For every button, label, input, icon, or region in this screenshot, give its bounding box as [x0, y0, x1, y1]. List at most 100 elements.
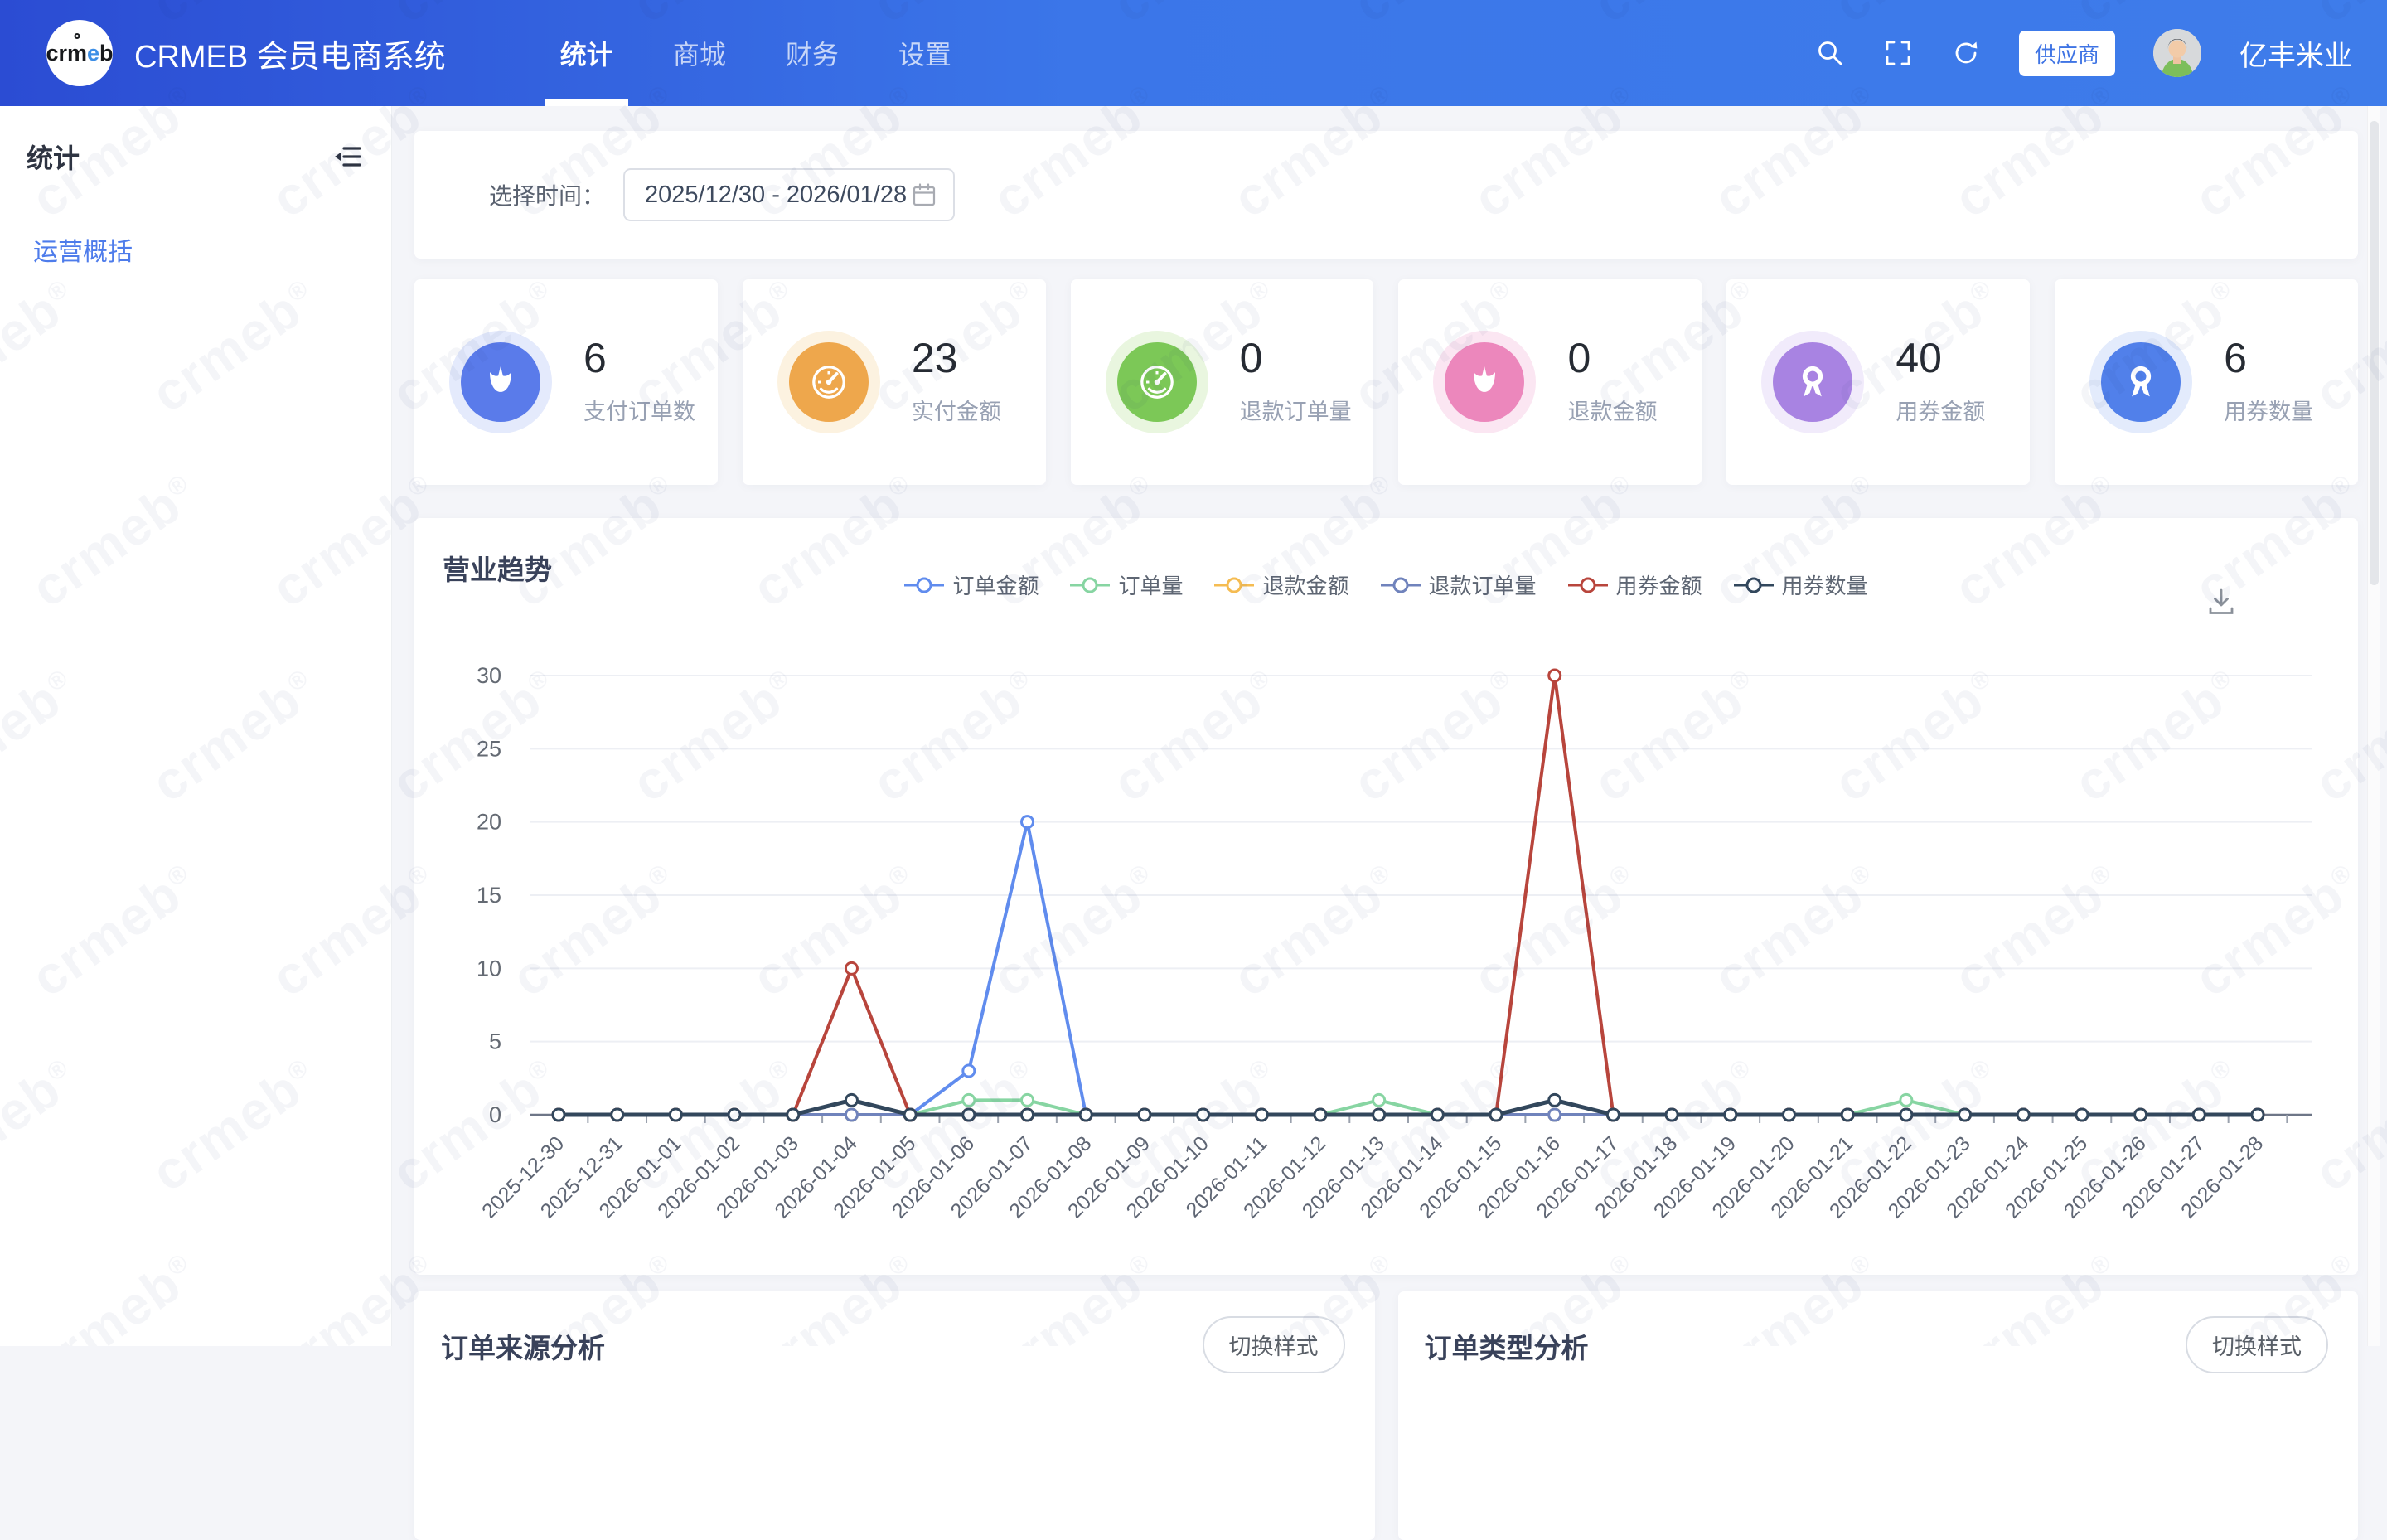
svg-text:2026-01-22: 2026-01-22: [1825, 1131, 1916, 1223]
svg-text:2026-01-20: 2026-01-20: [1707, 1131, 1799, 1223]
date-range-value: 2025/12/30 - 2026/01/28: [645, 182, 912, 209]
date-filter-label: 选择时间：: [489, 178, 605, 211]
medal-icon: [1773, 342, 1852, 422]
svg-text:2026-01-06: 2026-01-06: [888, 1131, 979, 1223]
analysis-card-订单类型分析: 订单类型分析切换样式: [1398, 1291, 2359, 1540]
svg-text:2026-01-24: 2026-01-24: [1942, 1131, 2033, 1223]
legend-item-用券金额[interactable]: 用券金额: [1568, 569, 1702, 600]
svg-text:2025-12-30: 2025-12-30: [477, 1131, 569, 1223]
header-actions: 供应商 亿丰米业: [1815, 29, 2352, 77]
svg-text:2026-01-09: 2026-01-09: [1063, 1131, 1155, 1223]
svg-text:2026-01-15: 2026-01-15: [1415, 1131, 1506, 1223]
svg-text:2026-01-03: 2026-01-03: [712, 1131, 803, 1223]
sidebar: 统计 运营概括: [0, 106, 392, 1346]
stat-value: 40: [1896, 334, 1985, 382]
date-range-input[interactable]: 2025/12/30 - 2026/01/28: [623, 168, 955, 221]
page-scrollbar[interactable]: [2367, 106, 2380, 1346]
stat-label: 支付订单数: [583, 395, 695, 430]
download-icon[interactable]: [2205, 584, 2238, 617]
svg-text:2026-01-26: 2026-01-26: [2060, 1131, 2151, 1223]
main-nav-tabs: 统计商城财务设置: [545, 0, 966, 106]
sidebar-item-运营概括[interactable]: 运营概括: [33, 231, 391, 268]
trend-line-chart: 0510152025302025-12-302025-12-312026-01-…: [414, 518, 2358, 1275]
stat-texts: 6 支付订单数: [583, 334, 695, 430]
user-avatar[interactable]: [2153, 29, 2201, 77]
legend-item-订单量[interactable]: 订单量: [1070, 569, 1183, 600]
legend-item-退款金额[interactable]: 退款金额: [1214, 569, 1348, 600]
svg-text:2026-01-08: 2026-01-08: [1005, 1131, 1096, 1223]
switch-style-button[interactable]: 切换样式: [2186, 1316, 2328, 1373]
stat-value: 6: [2224, 334, 2313, 382]
analysis-card-title: 订单来源分析: [441, 1326, 605, 1366]
analysis-cards-row: 订单来源分析 切换样式订单类型分析切换样式: [414, 1291, 2358, 1540]
legend-item-订单金额[interactable]: 订单金额: [904, 569, 1039, 600]
stat-card-用券数量: 6 用券数量: [2055, 279, 2358, 485]
svg-text:2026-01-14: 2026-01-14: [1356, 1131, 1447, 1223]
sidebar-title: 统计: [27, 138, 80, 176]
nav-tab-设置[interactable]: 设置: [884, 0, 966, 106]
svg-text:2026-01-11: 2026-01-11: [1182, 1131, 1272, 1222]
svg-text:15: 15: [477, 883, 501, 908]
calendar-icon: [912, 182, 937, 207]
gauge-icon: [789, 342, 869, 422]
svg-text:25: 25: [477, 736, 501, 761]
svg-text:2026-01-01: 2026-01-01: [594, 1131, 685, 1223]
svg-text:2025-12-31: 2025-12-31: [536, 1131, 627, 1223]
svg-text:2026-01-19: 2026-01-19: [1649, 1131, 1741, 1223]
stat-value: 0: [1567, 334, 1657, 382]
tulip-icon: [461, 342, 540, 422]
nav-tab-财务[interactable]: 财务: [771, 0, 854, 106]
current-user-name[interactable]: 亿丰米业: [2239, 33, 2352, 74]
svg-text:2026-01-17: 2026-01-17: [1532, 1131, 1623, 1223]
stat-value: 6: [583, 334, 695, 382]
scrollbar-thumb[interactable]: [2370, 121, 2379, 585]
svg-text:2026-01-25: 2026-01-25: [2001, 1131, 2092, 1223]
svg-text:2026-01-04: 2026-01-04: [770, 1131, 861, 1223]
nav-tab-统计[interactable]: 统计: [545, 0, 628, 106]
stat-label: 用券数量: [2224, 395, 2313, 430]
time-filter-card: 选择时间： 2025/12/30 - 2026/01/28: [414, 131, 2358, 259]
legend-item-用券数量[interactable]: 用券数量: [1734, 569, 1868, 600]
chart-legend: 订单金额订单量退款金额 退款订单量用券金额 用券数量: [414, 569, 2358, 600]
svg-text:2026-01-21: 2026-01-21: [1766, 1131, 1857, 1223]
stat-value: 0: [1240, 334, 1352, 382]
app-title: CRMEB 会员电商系统: [134, 31, 446, 76]
svg-text:10: 10: [477, 956, 501, 981]
stat-texts: 6 用券数量: [2224, 334, 2313, 430]
nav-tab-商城[interactable]: 商城: [658, 0, 741, 106]
analysis-card-订单来源分析: 订单来源分析 切换样式: [414, 1291, 1375, 1540]
svg-text:2026-01-13: 2026-01-13: [1298, 1131, 1389, 1223]
svg-text:2026-01-18: 2026-01-18: [1591, 1131, 1682, 1223]
refresh-icon[interactable]: [1951, 38, 1981, 68]
svg-text:2026-01-27: 2026-01-27: [2118, 1131, 2209, 1223]
svg-text:2026-01-02: 2026-01-02: [653, 1131, 744, 1223]
svg-text:2026-01-28: 2026-01-28: [2176, 1131, 2268, 1223]
svg-text:2026-01-23: 2026-01-23: [1884, 1131, 1975, 1223]
svg-text:2026-01-16: 2026-01-16: [1474, 1131, 1565, 1223]
svg-text:0: 0: [489, 1102, 501, 1127]
supplier-role-badge[interactable]: 供应商: [2019, 31, 2115, 76]
collapse-menu-icon[interactable]: [333, 142, 363, 172]
fullscreen-icon[interactable]: [1883, 38, 1913, 68]
gauge-icon: [1117, 342, 1197, 422]
stat-card-支付订单数: 6 支付订单数: [414, 279, 718, 485]
switch-style-button[interactable]: 切换样式: [1203, 1316, 1345, 1373]
svg-text:2026-01-12: 2026-01-12: [1239, 1131, 1330, 1223]
svg-text:20: 20: [477, 810, 501, 835]
legend-item-退款订单量[interactable]: 退款订单量: [1381, 569, 1537, 600]
search-icon[interactable]: [1815, 38, 1845, 68]
svg-text:30: 30: [477, 663, 501, 688]
medal-icon: [2101, 342, 2181, 422]
